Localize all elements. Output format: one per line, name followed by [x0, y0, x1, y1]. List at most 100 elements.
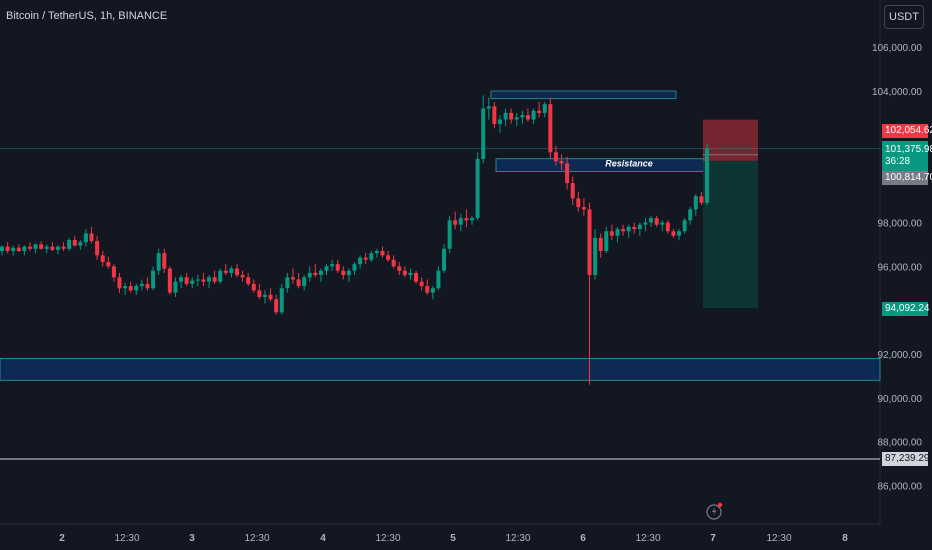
candle-body [352, 264, 357, 271]
y-tick-label: 92,000.00 [878, 350, 923, 361]
candle-body [95, 241, 100, 256]
candle-body [654, 218, 659, 225]
candle-body [604, 231, 609, 251]
candle-body [55, 246, 60, 250]
candle-body [307, 272, 312, 278]
candle-body [559, 161, 564, 164]
candle-body [632, 226, 637, 230]
candle-body [173, 281, 178, 293]
candle-body [27, 246, 32, 249]
candle-body [358, 257, 363, 265]
y-tick-label: 96,000.00 [878, 262, 923, 273]
candle-body [33, 244, 38, 249]
support-level-tag: 87,239.29 [882, 452, 930, 466]
x-tick-label: 8 [842, 533, 848, 544]
candle-body [649, 218, 654, 223]
candle-body [442, 248, 447, 271]
candle-body [693, 196, 698, 210]
candle-body [22, 246, 27, 251]
candle-body [470, 218, 474, 221]
y-tick-label: 104,000.00 [872, 87, 922, 98]
candle-body [229, 268, 234, 273]
candle-body [268, 294, 273, 300]
currency-button[interactable]: USDT [884, 5, 924, 29]
candle-body [531, 110, 536, 120]
candle-body [402, 270, 407, 276]
stop-price-tag: 94,092.24 [882, 302, 930, 316]
y-tick-label: 86,000.00 [878, 482, 923, 493]
candle-body [593, 237, 598, 276]
candle-body [414, 272, 419, 282]
x-tick-label: 7 [710, 533, 716, 544]
support-zone [0, 357, 881, 381]
candle-body [380, 250, 385, 256]
entry-price-tag: 100,814.70 [882, 171, 932, 185]
candle-body [486, 106, 491, 109]
x-tick-label: 12:30 [114, 533, 139, 544]
x-tick-label: 6 [580, 533, 586, 544]
y-tick-label: 98,000.00 [878, 219, 923, 230]
candle-body [151, 270, 156, 289]
candle-body [386, 255, 391, 260]
candle-body [100, 255, 105, 262]
candle-body [581, 207, 586, 210]
x-tick-label: 12:30 [635, 533, 660, 544]
candle-body [145, 283, 150, 289]
candle-body [464, 218, 469, 221]
candle-body [497, 119, 502, 124]
x-tick-label: 3 [189, 533, 195, 544]
candle-body [570, 183, 575, 199]
candle-body [408, 272, 413, 276]
candle-body [285, 277, 290, 289]
position-target-zone [703, 119, 758, 161]
candle-body [179, 277, 184, 282]
candle-body [565, 163, 570, 184]
candle-countdown: 36:28 [885, 156, 911, 167]
candle-body [671, 231, 676, 236]
candle-body [637, 224, 642, 230]
candle-body [419, 281, 424, 287]
candle-body [218, 270, 223, 282]
candle-body [50, 246, 55, 250]
candle-body [397, 266, 402, 271]
candle-body [111, 266, 116, 278]
candle-body [503, 112, 508, 120]
candle-body [201, 279, 206, 282]
candle-body [61, 246, 66, 249]
candle-body [598, 237, 603, 251]
candle-body [643, 222, 648, 225]
candle-body [302, 277, 307, 287]
candle-body [212, 277, 217, 282]
candle-body [475, 158, 480, 219]
candle-body [514, 117, 519, 120]
candle-body [492, 106, 497, 124]
candle-body [374, 250, 379, 254]
candle-body [660, 222, 665, 225]
candle-body [44, 246, 49, 249]
y-tick-label: 88,000.00 [878, 438, 923, 449]
candle-body [240, 275, 245, 278]
candle-body [246, 277, 251, 284]
candle-body [553, 152, 558, 162]
candle-body [167, 268, 172, 293]
x-tick-label: 4 [320, 533, 326, 544]
candle-body [481, 108, 486, 159]
candle-body [123, 286, 128, 289]
candle-body [296, 279, 301, 287]
target-price-tag: 102,054.62 [882, 124, 932, 138]
candle-body [235, 268, 239, 276]
symbol-title: Bitcoin / TetherUS, 1h, BINANCE [6, 10, 168, 22]
candle-body [458, 218, 463, 225]
candle-body [609, 231, 614, 236]
candle-body [425, 286, 430, 293]
candle-body [139, 283, 144, 287]
candle-body [290, 277, 295, 280]
candle-body [279, 288, 284, 313]
candle-body [335, 264, 340, 271]
x-tick-label: 2 [59, 533, 65, 544]
lightning-alert-icon[interactable] [705, 501, 725, 521]
candle-body [39, 244, 44, 249]
candle-body [83, 233, 88, 243]
candle-body [509, 112, 514, 120]
